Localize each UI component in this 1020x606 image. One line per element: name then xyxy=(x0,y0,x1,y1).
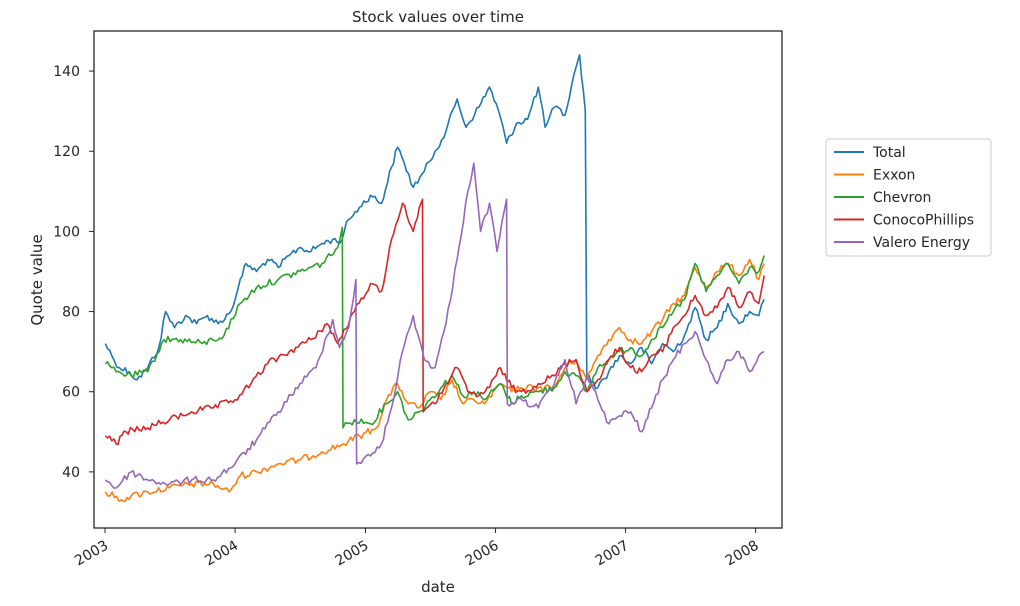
y-tick-label: 120 xyxy=(53,144,80,160)
legend-label: Chevron xyxy=(873,190,931,206)
series-line-2 xyxy=(104,226,765,429)
series-line-1 xyxy=(104,258,765,503)
plot-frame xyxy=(94,31,782,528)
x-tick-label: 2005 xyxy=(333,538,372,570)
plot-border xyxy=(93,30,783,529)
x-axis: 2003 2004 2005 2006 2007 2008 xyxy=(72,528,762,570)
legend-label: ConocoPhillips xyxy=(873,213,974,229)
legend-label: Total xyxy=(872,145,906,161)
x-tick-label: 2003 xyxy=(72,538,111,570)
y-axis: 40 60 80 100 120 140 xyxy=(53,64,94,481)
x-tick-label: 2004 xyxy=(202,538,241,570)
series-layer xyxy=(104,54,765,503)
x-tick-label: 2006 xyxy=(463,538,502,570)
x-tick-label: 2007 xyxy=(593,538,632,570)
y-tick-label: 100 xyxy=(53,224,80,240)
legend-label: Valero Energy xyxy=(873,235,970,251)
plot-area xyxy=(93,30,783,529)
y-tick-label: 40 xyxy=(62,465,80,481)
series-line-4 xyxy=(104,162,765,489)
legend-label: Exxon xyxy=(873,168,915,184)
chart-title: Stock values over time xyxy=(352,8,524,26)
series-line-3 xyxy=(104,198,765,446)
x-tick-label: 2008 xyxy=(723,538,762,570)
legend-items: Total Exxon Chevron ConocoPhillips Valero En… xyxy=(834,145,974,251)
x-axis-label: date xyxy=(421,578,455,596)
y-axis-label: Quote value xyxy=(28,234,46,325)
legend-box xyxy=(825,138,992,257)
y-tick-label: 60 xyxy=(62,385,80,401)
series-line-0 xyxy=(104,54,765,390)
y-tick-label: 80 xyxy=(62,305,80,321)
legend: Total Exxon Chevron ConocoPhillips Valero En… xyxy=(825,138,992,257)
y-tick-label: 140 xyxy=(53,64,80,80)
